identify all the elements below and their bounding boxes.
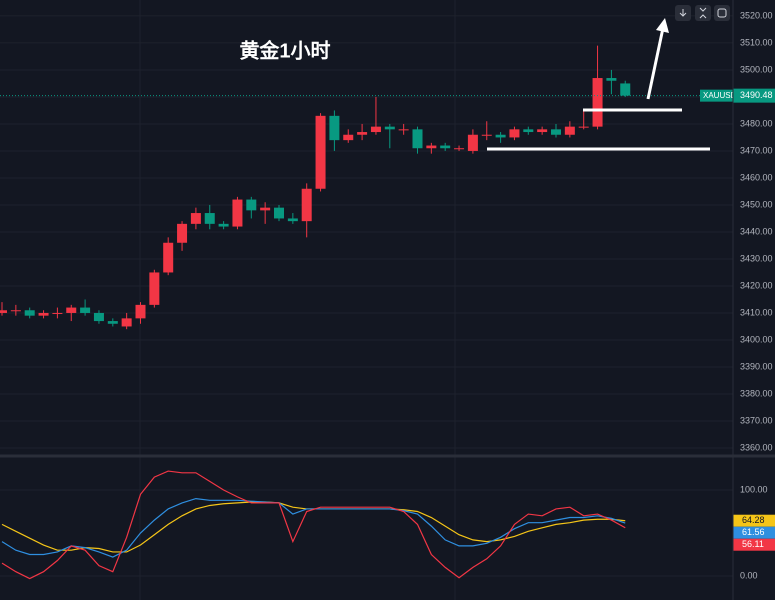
y-tick-label: 3430.00: [740, 253, 773, 263]
candle-body: [52, 312, 63, 314]
candle-body: [481, 134, 492, 136]
candle-body: [24, 310, 35, 316]
candle-body: [163, 242, 174, 273]
value-badge: [733, 514, 775, 527]
y-tick-label: 3440.00: [740, 226, 773, 236]
candle-body: [440, 145, 451, 149]
y-tick-label: 3400.00: [740, 334, 773, 344]
candle-body: [121, 318, 132, 327]
y-tick-label: 3370.00: [740, 415, 773, 425]
candle-body: [578, 126, 589, 128]
candle-body: [606, 78, 617, 81]
candle-body: [218, 223, 229, 227]
indicator-line: [1, 470, 626, 580]
plot: 3360.00 3370.00 3380.00 3390.00 3400.00 3410.…: [0, 10, 775, 580]
candle-body: [551, 129, 561, 135]
candle-body: [370, 126, 381, 133]
candle-body: [287, 218, 298, 222]
y-tick-label: 3480.00: [740, 118, 773, 128]
icon: [717, 8, 727, 18]
y-tick-label: 0.00: [740, 570, 758, 580]
candle-body: [204, 213, 215, 224]
symbol-badge: [700, 89, 733, 102]
candle-body: [260, 207, 271, 211]
y-tick-label: 3450.00: [740, 199, 773, 209]
candle-body: [149, 272, 160, 305]
value-badge: [733, 526, 775, 539]
y-tick-label: 100.00: [740, 484, 768, 494]
candle-body: [232, 199, 243, 227]
arrow-head: [656, 18, 669, 33]
y-tick-label: 3510.00: [740, 37, 773, 47]
candle-body: [107, 321, 118, 324]
candle-body: [398, 129, 409, 131]
icon: [699, 7, 707, 19]
symbol-label: XAUUSD: [703, 91, 737, 100]
candle-body: [246, 199, 257, 211]
reset-button[interactable]: [714, 5, 730, 21]
candle-body: [10, 310, 21, 312]
candle-body: [177, 223, 188, 243]
candle-body: [274, 207, 284, 219]
candle-body: [509, 129, 520, 138]
y-tick-label: 3470.00: [740, 145, 773, 155]
price-badge: [733, 88, 775, 103]
y-tick-label: 3520.00: [740, 10, 773, 20]
candle-body: [384, 126, 395, 130]
candle-body: [135, 304, 146, 319]
value-badge: [733, 538, 775, 551]
y-tick-label: 3410.00: [740, 307, 773, 317]
candle-body: [343, 134, 354, 141]
candle-body: [467, 134, 478, 151]
candle-body: [523, 129, 534, 133]
collapse-button[interactable]: [695, 5, 711, 21]
y-tick-label: 3360.00: [740, 442, 773, 452]
y-tick-label: 3460.00: [740, 172, 773, 182]
value-label: 61.56: [742, 527, 765, 537]
candle-body: [66, 307, 77, 313]
y-tick-label: 3420.00: [740, 280, 773, 290]
candle-body: [426, 145, 437, 149]
toolbar: [675, 5, 730, 21]
candle-body: [0, 310, 7, 313]
candle-body: [412, 129, 423, 149]
chart-title: 黄金1小时: [239, 38, 330, 62]
candle-body: [592, 78, 603, 127]
candle-body: [357, 132, 368, 135]
candle-body: [495, 134, 506, 138]
candle-body: [38, 312, 49, 316]
icon: [679, 9, 687, 17]
candle-body: [190, 213, 201, 224]
value-label: 64.28: [742, 515, 765, 525]
candle-body: [301, 188, 312, 222]
value-label: 56.11: [742, 539, 764, 549]
annotation-arrow: [646, 27, 665, 100]
y-tick-label: 3380.00: [740, 388, 773, 398]
candle-body: [454, 148, 465, 150]
y-tick-label: 3390.00: [740, 361, 773, 371]
candle-body: [315, 115, 326, 189]
candle-body: [620, 83, 631, 96]
y-tick-label: 3500.00: [740, 64, 773, 74]
candle-body: [537, 129, 548, 133]
candle-body: [93, 312, 104, 322]
candle-body: [564, 126, 575, 135]
candle-body: [80, 307, 91, 313]
candle-body: [329, 115, 340, 141]
price-label: 3490.48: [740, 90, 773, 100]
